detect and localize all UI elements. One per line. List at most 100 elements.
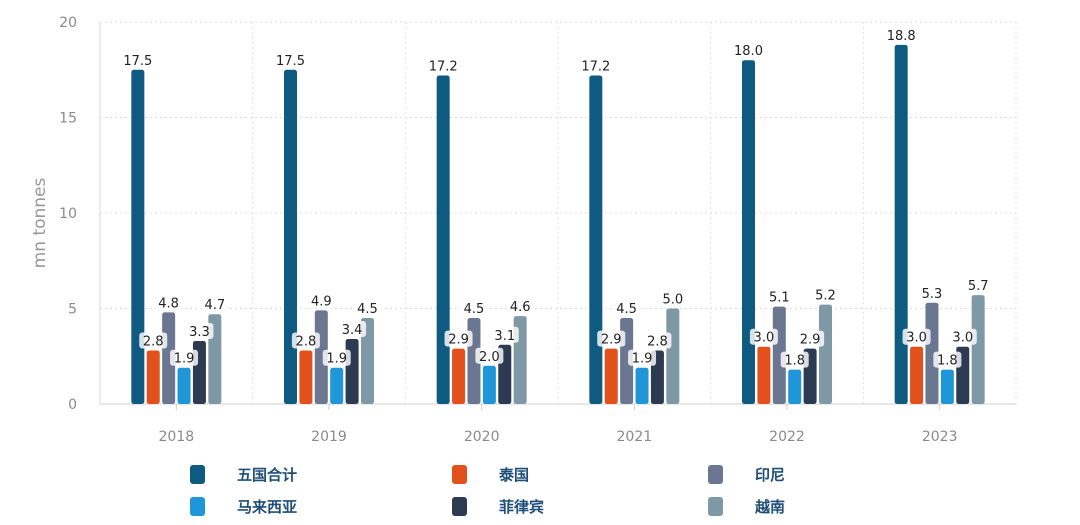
data-label-bg xyxy=(749,328,778,345)
data-label-bg xyxy=(628,349,657,366)
bar xyxy=(742,60,755,404)
data-label: 2.9 xyxy=(800,333,821,348)
data-label: 18.8 xyxy=(887,29,916,44)
data-label-bg xyxy=(475,347,504,364)
bar xyxy=(345,339,359,404)
data-label-bg xyxy=(902,328,931,345)
data-label: 4.9 xyxy=(311,294,332,309)
data-label-bg xyxy=(796,330,825,347)
legend-swatch xyxy=(190,496,205,516)
legend-item: 五国合计 xyxy=(190,461,297,487)
bar xyxy=(971,295,985,404)
data-label: 17.5 xyxy=(123,54,152,69)
bar xyxy=(635,367,649,404)
data-label: 17.5 xyxy=(276,54,305,69)
data-label-bg xyxy=(139,332,168,349)
legend-label: 印尼 xyxy=(755,465,786,484)
legend-swatch xyxy=(190,464,205,484)
data-label: 5.7 xyxy=(968,279,989,294)
data-label-bg xyxy=(291,332,320,349)
data-label: 18.0 xyxy=(734,44,763,59)
legend-item: 菲律宾 xyxy=(452,493,544,519)
data-label-bg xyxy=(490,326,519,343)
data-label: 4.8 xyxy=(158,296,179,311)
bar xyxy=(284,69,297,404)
data-label: 1.9 xyxy=(174,352,195,367)
data-label: 2.8 xyxy=(143,335,164,350)
data-label: 2.8 xyxy=(647,335,668,350)
data-label: 5.0 xyxy=(662,293,683,308)
data-label: 3.3 xyxy=(189,325,210,340)
legend-swatch xyxy=(708,464,723,484)
data-label-bg xyxy=(643,332,672,349)
data-label: 5.3 xyxy=(922,287,943,302)
y-tick-label: 10 xyxy=(59,206,77,222)
data-label-bg xyxy=(883,26,920,43)
bar xyxy=(757,346,771,404)
bar xyxy=(819,304,832,404)
legend-label: 泰国 xyxy=(499,465,530,484)
x-tick-label: 2019 xyxy=(311,429,347,445)
bar xyxy=(604,348,618,404)
data-label: 3.4 xyxy=(342,323,363,338)
y-tick-label: 15 xyxy=(59,111,77,127)
data-label-bg xyxy=(322,349,351,366)
data-label: 17.2 xyxy=(429,59,458,74)
chart-legend: 五国合计 泰国 印尼马来西亚 菲律宾 越南 xyxy=(0,455,1080,525)
y-axis-label: mn tonnes xyxy=(30,178,50,269)
data-label-bg xyxy=(272,51,309,68)
data-label-bg xyxy=(119,51,156,68)
legend-item: 越南 xyxy=(708,493,785,519)
bar xyxy=(482,365,496,404)
data-label-bg xyxy=(425,57,462,74)
data-label-bg xyxy=(811,286,840,303)
data-label: 4.7 xyxy=(204,298,225,313)
bar xyxy=(330,367,344,404)
legend-label: 五国合计 xyxy=(237,465,298,484)
y-tick-label: 0 xyxy=(68,397,77,413)
data-label-bg xyxy=(765,288,794,305)
bar xyxy=(589,75,603,404)
legend-item: 马来西亚 xyxy=(190,493,297,519)
data-label: 2.9 xyxy=(601,333,622,348)
bar xyxy=(452,348,466,404)
data-label-bg xyxy=(338,321,367,338)
bar xyxy=(131,69,145,404)
data-label-bg xyxy=(948,328,977,345)
x-tick-label: 2022 xyxy=(769,429,805,445)
bar xyxy=(894,44,908,405)
data-label-bg xyxy=(730,42,767,59)
x-tick-label: 2018 xyxy=(159,429,195,445)
data-label-bg xyxy=(307,292,336,309)
legend-item: 印尼 xyxy=(708,461,785,487)
data-label: 3.0 xyxy=(754,331,775,346)
legend-swatch xyxy=(708,496,723,516)
data-label-bg xyxy=(780,351,809,368)
data-label-bg xyxy=(353,300,382,317)
bar xyxy=(361,318,374,404)
data-label: 3.1 xyxy=(494,329,515,344)
data-label: 1.8 xyxy=(784,354,805,369)
bar xyxy=(925,302,939,404)
legend-label: 马来西亚 xyxy=(237,497,298,516)
data-label-bg xyxy=(917,284,946,301)
bar xyxy=(788,369,802,404)
bar xyxy=(299,350,313,404)
y-tick-label: 5 xyxy=(68,302,77,318)
y-tick-label: 20 xyxy=(59,15,77,31)
data-label: 3.0 xyxy=(906,331,927,346)
data-label-bg xyxy=(577,57,614,74)
data-label: 1.8 xyxy=(937,354,958,369)
bar xyxy=(666,308,680,404)
legend-item: 泰国 xyxy=(452,461,529,487)
legend-label: 菲律宾 xyxy=(499,497,545,516)
x-tick-label: 2023 xyxy=(922,429,958,445)
data-label: 2.8 xyxy=(296,335,317,350)
data-label-bg xyxy=(459,300,488,317)
bar xyxy=(910,346,924,404)
data-label-bg xyxy=(154,294,183,311)
data-label: 5.1 xyxy=(769,291,790,306)
data-label-bg xyxy=(658,290,687,307)
x-tick-label: 2021 xyxy=(617,429,653,445)
